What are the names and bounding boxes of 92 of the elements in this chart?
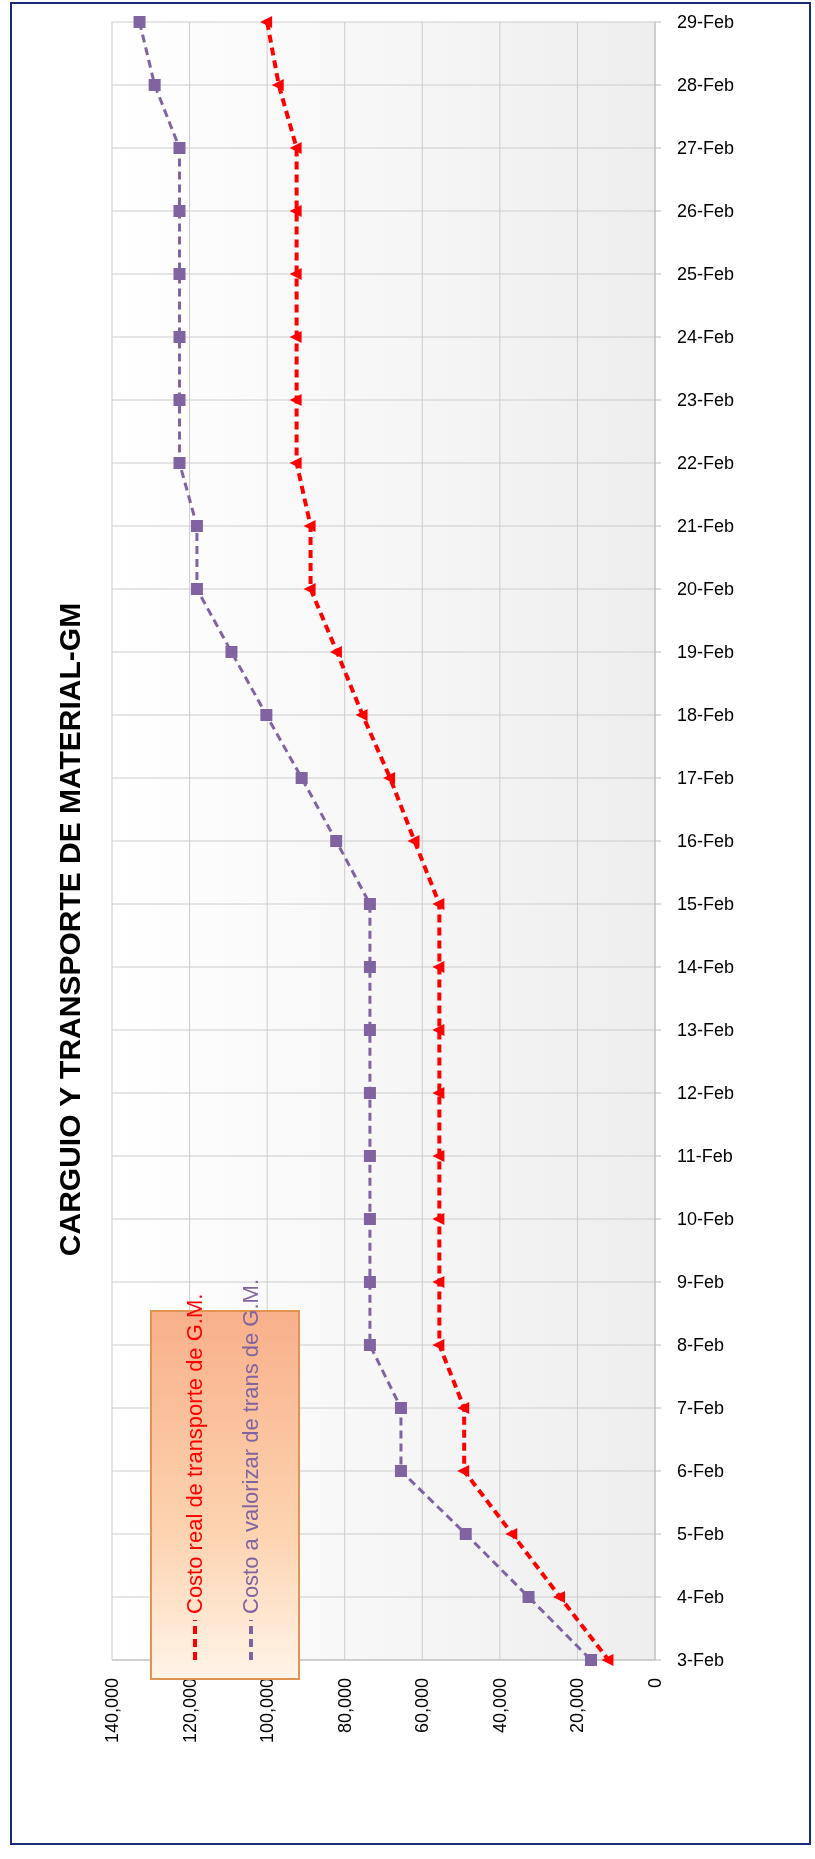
y-tick-label: 15-Feb xyxy=(677,894,735,914)
y-tick-label: 4-Feb xyxy=(677,1587,725,1607)
y-tick-label: 26-Feb xyxy=(677,201,735,221)
point xyxy=(173,457,186,469)
point xyxy=(432,1087,445,1099)
point xyxy=(432,898,445,910)
point xyxy=(173,205,186,217)
point xyxy=(383,772,396,784)
point xyxy=(432,1339,445,1351)
point xyxy=(225,646,238,658)
point xyxy=(173,142,186,154)
x-tick-label: 40,000 xyxy=(489,1678,510,1734)
x-tick-label: 140,000 xyxy=(102,1678,122,1744)
y-tick-label: 5-Feb xyxy=(677,1524,725,1544)
x-tick-label: 100,000 xyxy=(257,1678,278,1744)
point xyxy=(289,331,302,343)
point xyxy=(601,1654,614,1666)
y-tick-label: 16-Feb xyxy=(677,831,735,851)
point xyxy=(394,1465,407,1477)
point xyxy=(363,1087,376,1099)
point xyxy=(363,1024,376,1036)
point xyxy=(505,1528,518,1540)
x-tick-label: 80,000 xyxy=(334,1678,355,1734)
point xyxy=(363,1150,376,1162)
point xyxy=(260,16,273,28)
point xyxy=(190,583,203,595)
point xyxy=(363,1213,376,1225)
point xyxy=(363,1276,376,1288)
point xyxy=(432,1276,445,1288)
y-tick-label: 23-Feb xyxy=(677,390,735,410)
point xyxy=(432,1024,445,1036)
point xyxy=(585,1654,597,1666)
point xyxy=(363,898,376,910)
y-tick-label: 6-Feb xyxy=(677,1461,725,1481)
y-tick-label: 9-Feb xyxy=(677,1272,725,1292)
y-tick-label: 13-Feb xyxy=(677,1020,735,1040)
point xyxy=(190,520,203,532)
y-tick-label: 7-Feb xyxy=(677,1398,725,1418)
point xyxy=(289,394,302,406)
y-tick-label: 28-Feb xyxy=(677,75,735,95)
y-tick-label: 12-Feb xyxy=(677,1083,735,1103)
text: CARGUIO Y TRANSPORTE DE MATERIAL-GM xyxy=(52,601,87,1259)
x-tick-label: 60,000 xyxy=(412,1678,433,1734)
y-tick-label: 3-Feb xyxy=(677,1650,725,1670)
point xyxy=(552,1591,565,1603)
point xyxy=(329,646,342,658)
point xyxy=(355,709,368,721)
point xyxy=(289,205,302,217)
point xyxy=(330,835,343,847)
y-tick-label: 8-Feb xyxy=(677,1335,725,1355)
point xyxy=(394,1402,407,1414)
y-tick-label: 29-Feb xyxy=(677,12,735,32)
point xyxy=(295,772,308,784)
text: Costo a valorizar de trans de G.M. xyxy=(238,1278,264,1614)
point xyxy=(363,1339,376,1351)
x-tick-label: 120,000 xyxy=(179,1678,200,1744)
y-tick-label: 22-Feb xyxy=(677,453,735,473)
point xyxy=(363,961,376,973)
y-tick-label: 17-Feb xyxy=(677,768,735,788)
point xyxy=(457,1465,470,1477)
point xyxy=(289,457,302,469)
y-tick-label: 25-Feb xyxy=(677,264,735,284)
point xyxy=(459,1528,472,1540)
point xyxy=(522,1591,535,1603)
point xyxy=(173,268,186,280)
y-tick-label: 20-Feb xyxy=(677,579,735,599)
point xyxy=(289,268,302,280)
point xyxy=(260,709,273,721)
point xyxy=(289,142,302,154)
point xyxy=(303,583,316,595)
point xyxy=(407,835,420,847)
point xyxy=(173,394,186,406)
point xyxy=(432,961,445,973)
point xyxy=(457,1402,470,1414)
y-tick-label: 18-Feb xyxy=(677,705,735,725)
point xyxy=(271,79,284,91)
x-tick-label: 20,000 xyxy=(567,1678,588,1734)
text: Costo real de transporte de G.M. xyxy=(182,1293,208,1614)
y-tick-label: 14-Feb xyxy=(677,957,735,977)
point xyxy=(303,520,316,532)
y-tick-label: 24-Feb xyxy=(677,327,735,347)
point xyxy=(432,1213,445,1225)
y-tick-label: 21-Feb xyxy=(677,516,735,536)
x-tick-label: 0 xyxy=(645,1678,665,1689)
y-tick-label: 19-Feb xyxy=(677,642,735,662)
y-tick-label: 27-Feb xyxy=(677,138,735,158)
point xyxy=(432,1150,445,1162)
y-tick-label: 11-Feb xyxy=(677,1146,733,1166)
point xyxy=(173,331,186,343)
point xyxy=(133,16,146,28)
y-tick-label: 10-Feb xyxy=(677,1209,735,1229)
point xyxy=(148,79,161,91)
